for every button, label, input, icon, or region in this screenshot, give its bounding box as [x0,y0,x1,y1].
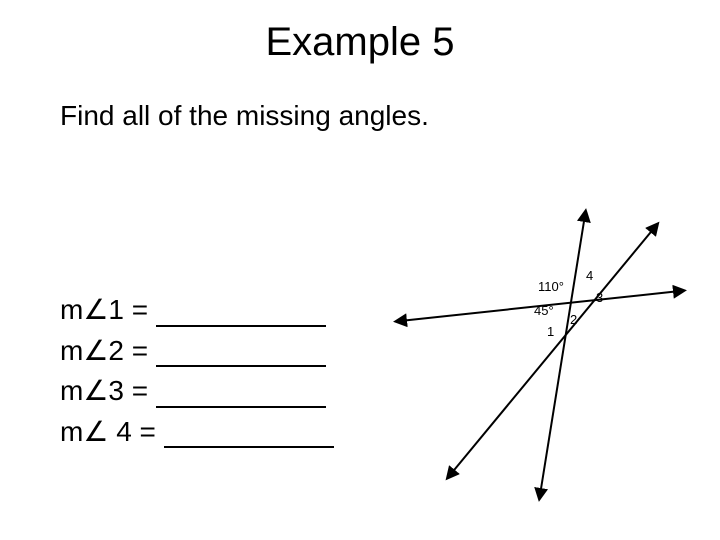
angle-list: m∠1 = m∠2 = m∠3 = m∠ 4 = [60,290,334,452]
label-num4: 4 [586,268,593,283]
blank-1 [156,325,326,327]
label-45: 45° [534,303,554,318]
diagram-svg [390,195,690,525]
angle-1-label: m∠1 = [60,294,156,325]
angle-4-label: m∠ 4 = [60,416,164,447]
label-num2: 2 [570,312,577,327]
label-num3: 3 [596,290,603,305]
blank-3 [156,406,326,408]
angle-row-3: m∠3 = [60,371,334,412]
angle-row-4: m∠ 4 = [60,412,334,453]
label-num1: 1 [547,324,554,339]
angle-2-label: m∠2 = [60,335,156,366]
label-110: 110° [538,279,564,294]
angle-diagram: 110° 45° 1 2 3 4 [390,195,690,525]
blank-4 [164,446,334,448]
angle-3-label: m∠3 = [60,375,156,406]
page-title: Example 5 [0,0,720,65]
angle-row-2: m∠2 = [60,331,334,372]
angle-row-1: m∠1 = [60,290,334,331]
blank-2 [156,365,326,367]
instruction-text: Find all of the missing angles. [0,65,720,132]
